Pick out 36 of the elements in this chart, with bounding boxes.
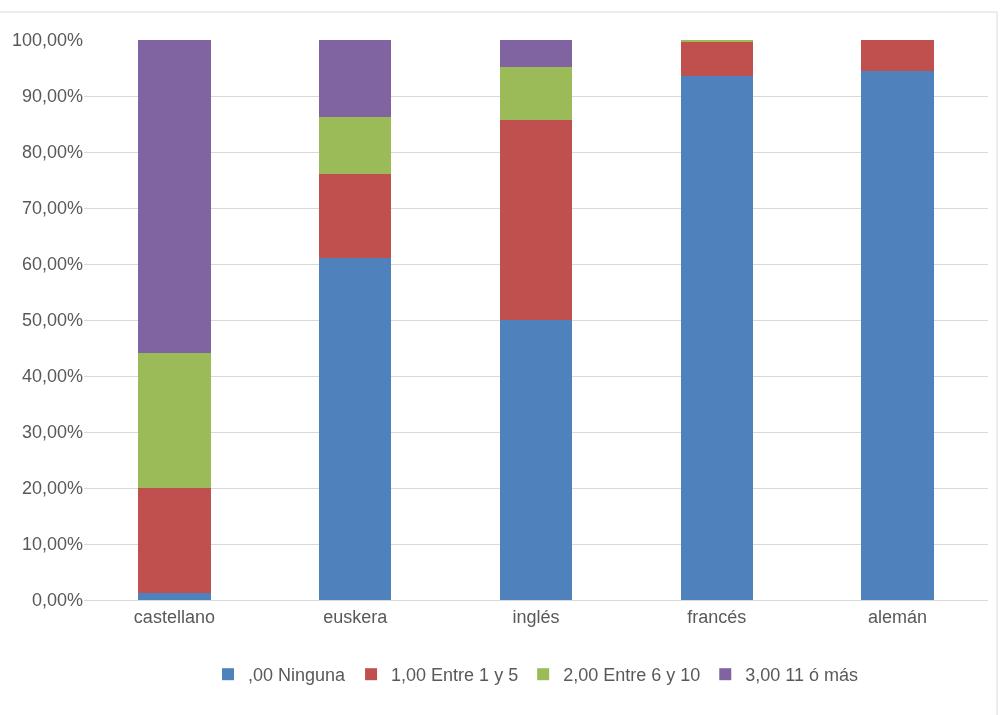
x-tick-label: francés bbox=[687, 606, 747, 627]
bar bbox=[319, 258, 392, 600]
bar bbox=[861, 40, 934, 72]
bar bbox=[138, 488, 211, 593]
x-tick-label: euskera bbox=[323, 606, 389, 627]
legend-label: 3,00 11 ó más bbox=[745, 665, 858, 686]
bar bbox=[138, 592, 211, 600]
bar bbox=[861, 71, 934, 600]
x-tick-label: castellano bbox=[133, 606, 215, 627]
y-tick-label: 50,00% bbox=[21, 310, 83, 331]
y-tick-label: 40,00% bbox=[21, 366, 83, 387]
y-tick-label: 30,00% bbox=[21, 422, 83, 443]
bar bbox=[319, 173, 392, 259]
y-tick-label: 20,00% bbox=[21, 478, 83, 499]
bar bbox=[499, 40, 573, 67]
bar bbox=[138, 353, 211, 488]
y-tick-label: 0,00% bbox=[31, 590, 83, 611]
legend-label: 2,00 Entre 6 y 10 bbox=[563, 665, 701, 686]
bar bbox=[499, 119, 573, 320]
y-tick-label: 10,00% bbox=[21, 534, 83, 555]
y-tick-label: 70,00% bbox=[21, 198, 83, 219]
x-tick-label: inglés bbox=[512, 606, 560, 627]
y-tick-label: 80,00% bbox=[21, 142, 83, 163]
y-tick-label: 100,00% bbox=[11, 30, 83, 51]
y-tick-label: 90,00% bbox=[21, 86, 83, 107]
bar bbox=[138, 40, 211, 354]
bar bbox=[319, 116, 392, 174]
bar bbox=[319, 40, 392, 117]
legend-label: 1,00 Entre 1 y 5 bbox=[391, 665, 519, 686]
y-tick-label: 60,00% bbox=[21, 254, 83, 275]
bar bbox=[499, 320, 573, 600]
bar bbox=[680, 41, 753, 76]
legend-label: ,00 Ninguna bbox=[248, 665, 347, 686]
bar bbox=[680, 75, 753, 600]
x-tick-label: alemán bbox=[868, 606, 928, 627]
bar bbox=[499, 66, 573, 120]
